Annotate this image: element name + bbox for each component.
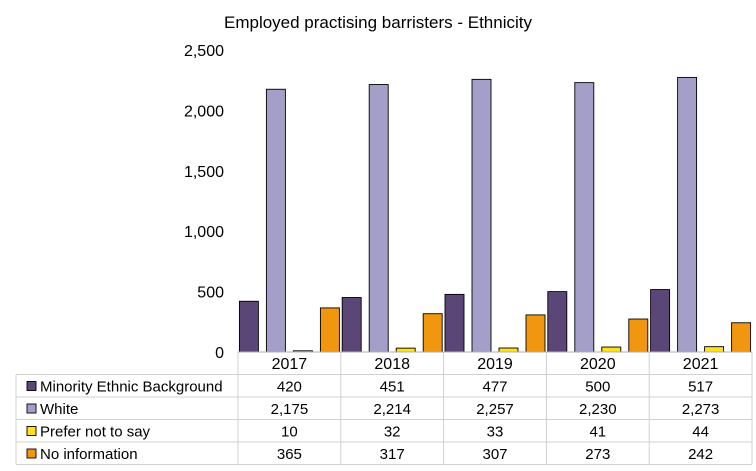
bar <box>628 318 649 353</box>
x-tick-label: 2017 <box>272 356 308 373</box>
bar <box>368 84 389 353</box>
data-label: 451 <box>380 379 405 396</box>
bar <box>650 289 671 353</box>
y-tick-label: 1,500 <box>184 164 224 181</box>
data-label: 2,230 <box>579 401 617 418</box>
y-tick-label: 2,000 <box>184 103 224 120</box>
legend-key <box>26 403 37 414</box>
data-label: 33 <box>487 424 504 441</box>
legend-key <box>26 426 37 436</box>
data-label: 317 <box>380 446 405 463</box>
bar <box>444 293 465 353</box>
data-label: 420 <box>277 379 302 396</box>
y-tick-label: 0 <box>215 345 224 362</box>
bar <box>498 347 519 353</box>
legend-key <box>26 381 37 391</box>
data-label: 32 <box>384 424 401 441</box>
bar <box>341 297 362 353</box>
bar <box>731 322 752 353</box>
data-label: 500 <box>585 379 610 396</box>
data-table: 2017 2018 2019 2020 2021 Minority Ethnic Back… <box>15 351 753 465</box>
y-tick-label: 1,000 <box>184 224 224 241</box>
data-label: 2,273 <box>682 401 720 418</box>
y-tick-label: 2,500 <box>184 43 224 60</box>
bar <box>422 313 443 353</box>
data-label: 273 <box>585 446 610 463</box>
y-axis: 0 500 1,000 1,500 2,000 2,500 <box>184 43 224 362</box>
bar <box>574 82 595 353</box>
x-tick-label: 2020 <box>580 356 616 373</box>
bar <box>238 300 259 353</box>
bar <box>525 314 546 353</box>
data-label: 365 <box>277 446 302 463</box>
x-tick-label: 2018 <box>374 356 410 373</box>
bar <box>677 76 698 353</box>
bar <box>547 291 568 353</box>
legend-label: Prefer not to say <box>40 424 151 441</box>
x-tick-label: 2019 <box>477 356 513 373</box>
bar <box>395 347 416 353</box>
data-label: 10 <box>281 424 298 441</box>
data-label: 477 <box>482 379 507 396</box>
bar <box>319 307 340 353</box>
data-label: 2,175 <box>271 401 309 418</box>
x-tick-label: 2021 <box>683 356 719 373</box>
legend-key <box>26 448 37 459</box>
legend-label: Minority Ethnic Background <box>40 379 223 396</box>
data-label: 2,257 <box>476 401 514 418</box>
bar <box>471 78 492 353</box>
bar <box>704 346 725 353</box>
bar <box>265 88 286 353</box>
y-tick-label: 500 <box>197 285 224 302</box>
data-label: 41 <box>589 424 606 441</box>
bar <box>601 346 622 353</box>
chart-title: Employed practising barristers - Ethnici… <box>224 13 533 32</box>
data-label: 307 <box>482 446 507 463</box>
data-label: 44 <box>692 424 709 441</box>
bars <box>238 76 752 353</box>
legend-label: White <box>40 401 78 418</box>
data-label: 2,214 <box>373 401 411 418</box>
legend-label: No information <box>40 446 138 463</box>
data-label: 242 <box>688 446 713 463</box>
data-label: 517 <box>688 379 713 396</box>
